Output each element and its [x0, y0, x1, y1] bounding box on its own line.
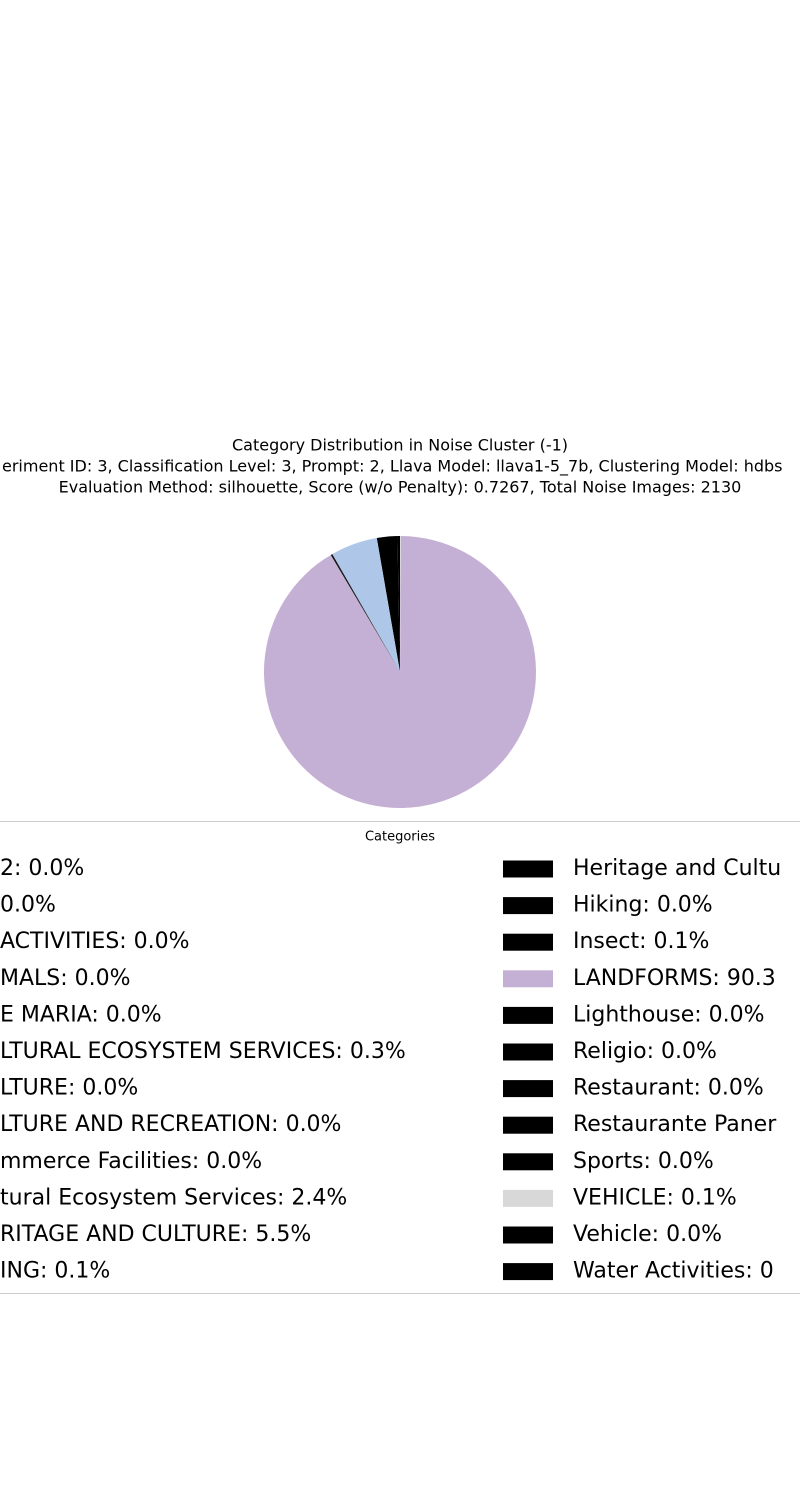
legend-swatch [503, 1226, 553, 1244]
legend-swatch [503, 1116, 553, 1134]
pie-wedge [332, 537, 400, 672]
legend-label: RITAGE AND CULTURE: 5.5% [0, 1222, 311, 1247]
chart-title: Category Distribution in Noise Cluster (… [232, 436, 568, 455]
legend-swatch [503, 1153, 553, 1171]
legend-label: LTURE AND RECREATION: 0.0% [0, 1112, 341, 1137]
legend-label: ACTIVITIES: 0.0% [0, 929, 190, 954]
pie-wedge [330, 554, 400, 672]
legend-label: Water Activities: 0 [573, 1259, 774, 1284]
chart-subtitle: Evaluation Method: silhouette, Score (w/… [59, 478, 742, 497]
legend-label: Vehicle: 0.0% [573, 1222, 722, 1247]
legend-title: Categories [365, 830, 435, 845]
legend-label: mmerce Facilities: 0.0% [0, 1149, 262, 1174]
pie-wedge [397, 536, 400, 672]
legend-label: Religio: 0.0% [573, 1039, 717, 1064]
legend-label: LANDFORMS: 90.3 [573, 966, 776, 991]
legend-label: Restaurante Paner [573, 1112, 777, 1137]
legend-label: MALS: 0.0% [0, 966, 131, 991]
legend-swatch [503, 933, 553, 951]
pie-wedge [400, 536, 401, 672]
legend-label: Lighthouse: 0.0% [573, 1002, 765, 1027]
legend-label: LTURAL ECOSYSTEM SERVICES: 0.3% [0, 1039, 406, 1064]
legend-label: Restaurant: 0.0% [573, 1076, 764, 1101]
legend-swatch [503, 1189, 553, 1207]
pie-wedge [264, 536, 536, 808]
legend-swatch [503, 1263, 553, 1281]
legend-label: Insect: 0.1% [573, 929, 709, 954]
legend-swatch [503, 897, 553, 915]
legend-label: Hiking: 0.0% [573, 893, 713, 918]
legend-label: LTURE: 0.0% [0, 1076, 138, 1101]
legend-swatch [503, 1080, 553, 1098]
legend-label: tural Ecosystem Services: 2.4% [0, 1185, 347, 1210]
chart-subtitle: eriment ID: 3, Classification Level: 3, … [2, 457, 782, 477]
legend-swatch [503, 860, 553, 878]
legend-label: 0.0% [0, 893, 56, 918]
legend-swatch [503, 1043, 553, 1061]
legend-label: ING: 0.1% [0, 1259, 110, 1284]
legend-swatch [503, 1006, 553, 1024]
legend-label: VEHICLE: 0.1% [573, 1185, 737, 1210]
legend-label: Sports: 0.0% [573, 1149, 714, 1174]
legend-label: E MARIA: 0.0% [0, 1002, 162, 1027]
legend-label: 2: 0.0% [0, 856, 84, 881]
pie-wedge [376, 536, 400, 672]
legend-label: Heritage and Cultu [573, 856, 781, 881]
pie-wedge [331, 554, 400, 672]
legend-swatch [503, 970, 553, 988]
